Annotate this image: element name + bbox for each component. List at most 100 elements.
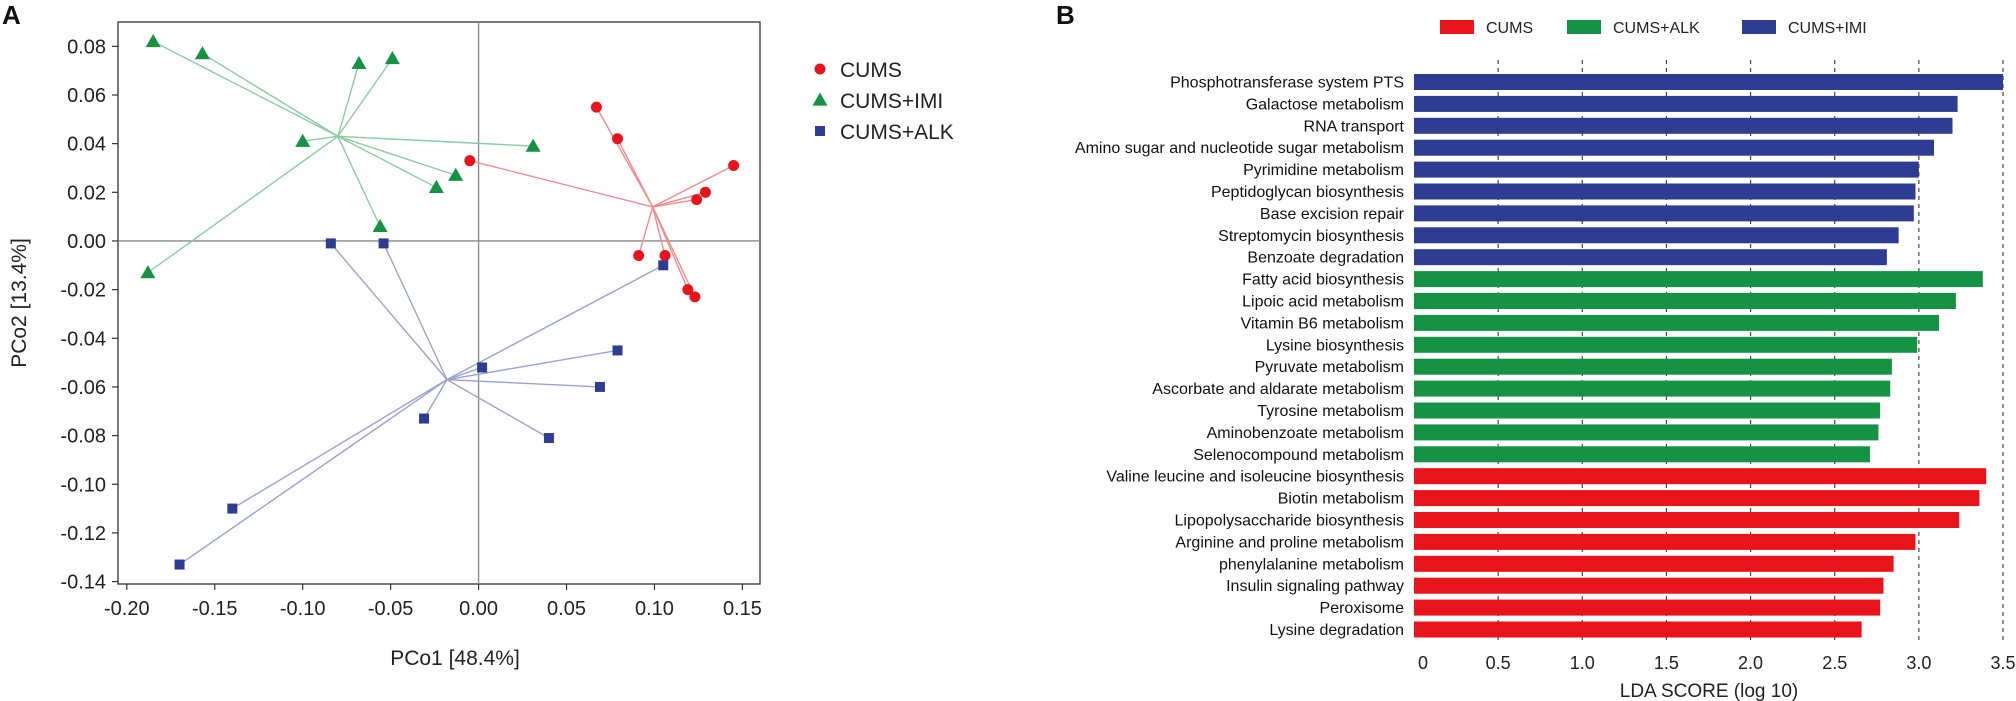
y-tick-label: -0.02 — [60, 280, 106, 302]
lda-bar — [1414, 446, 1871, 463]
scatter-point — [325, 238, 336, 249]
scatter-points — [140, 33, 740, 570]
lda-bar — [1414, 621, 1862, 638]
lda-bar-label: RNA transport — [1304, 118, 1405, 135]
legend-marker — [815, 126, 825, 136]
lda-panel: B CUMS CUMS+ALK CUMS+IMI Phosphotransferas… — [1056, 0, 2016, 701]
scatter-point — [689, 291, 701, 303]
centroid-spoke — [616, 138, 654, 208]
scatter-point — [699, 186, 711, 198]
centroid-spoke — [337, 135, 456, 176]
y-axis-label: PCo2 [13.4%] — [8, 238, 31, 368]
x-tick-label: 0.15 — [723, 598, 762, 620]
lda-bar-label: Pyrimidine metabolism — [1243, 162, 1404, 179]
scatter-point — [419, 413, 430, 424]
centroid-spoke — [446, 349, 618, 381]
lda-bar — [1414, 314, 1940, 331]
lda-bar-label: Biotin metabolism — [1278, 491, 1404, 508]
legend-label: CUMS+IMI — [840, 90, 943, 113]
scatter-point — [525, 138, 541, 152]
y-tick-label: 0.00 — [67, 231, 106, 253]
centroid-spoke — [202, 53, 339, 137]
lda-bar — [1414, 161, 1919, 178]
x-tick-label: -0.20 — [104, 598, 150, 620]
lda-legend-swatch — [1440, 20, 1474, 34]
lda-bar — [1414, 490, 1980, 507]
y-tick-label: 0.08 — [67, 36, 106, 58]
lda-bar — [1414, 205, 1914, 222]
scatter-point — [659, 250, 671, 262]
lda-bar — [1414, 271, 1983, 288]
legend-marker — [814, 63, 826, 75]
pcoa-panel: A -0.20 -0.15 -0.10 -0.05 0.00 0.05 0.10 0.15 0… — [2, 0, 954, 670]
centroid-spoke — [337, 58, 393, 137]
centroid-spoke — [637, 206, 654, 256]
lda-bar-label: Selenocompound metabolism — [1193, 447, 1404, 464]
lda-bar — [1414, 402, 1881, 419]
scatter-point — [145, 33, 161, 48]
centroid-spoke — [423, 379, 448, 419]
y-tick-label: 0.06 — [67, 85, 106, 107]
y-tick-label: 0.02 — [67, 182, 106, 204]
scatter-point — [227, 503, 238, 514]
lda-legend-label: CUMS+ALK — [1613, 20, 1700, 37]
lda-bar — [1414, 380, 1891, 397]
scatter-point — [658, 260, 669, 271]
panel-letter-b: B — [1056, 0, 1075, 30]
centroid-spoke — [469, 159, 653, 208]
centroid-spoke — [179, 379, 448, 566]
lda-bar-label: Tyrosine metabolism — [1257, 403, 1404, 420]
scatter-point — [351, 55, 367, 69]
lda-bar-label: Insulin signaling pathway — [1226, 578, 1404, 595]
lda-bar — [1414, 599, 1881, 616]
centroid-spoke — [652, 198, 697, 208]
lda-bar-label: Lipoic acid metabolism — [1242, 294, 1404, 311]
scatter-point — [543, 433, 554, 444]
centroid-spoke — [337, 135, 437, 189]
panel-letter-a: A — [2, 0, 21, 30]
y-tick-label: 0.04 — [67, 134, 106, 156]
lda-bar-label: Lysine degradation — [1269, 622, 1404, 639]
scatter-point — [295, 133, 311, 147]
centroid-spoke — [152, 40, 339, 137]
centroid-spoke — [652, 164, 734, 208]
centroid-spoke — [446, 378, 600, 388]
legend-marker — [812, 92, 828, 106]
y-tick-label: -0.14 — [60, 572, 106, 594]
lda-bar — [1414, 74, 2003, 90]
x-tick-label: 0.10 — [635, 598, 674, 620]
scatter-point — [691, 194, 703, 206]
lda-bar — [1414, 139, 1935, 156]
y-tick-label: -0.10 — [60, 474, 106, 496]
lda-bar — [1414, 249, 1887, 266]
lda-x-axis-ticks: 0 0.5 1.0 1.5 2.0 2.5 3.0 3.5 — [1418, 653, 2016, 673]
x-axis-label: PCo1 [48.4%] — [390, 647, 520, 670]
lda-bar — [1414, 183, 1916, 200]
lda-legend-swatch — [1742, 20, 1776, 34]
lda-legend-swatch — [1567, 20, 1601, 34]
y-tick-label: -0.04 — [60, 328, 106, 350]
legend-label: CUMS+ALK — [840, 121, 954, 144]
centroid-spoke — [382, 243, 448, 380]
lda-x-tick-label: 2.5 — [1822, 653, 1847, 673]
lda-bar-label: Lysine biosynthesis — [1266, 337, 1404, 354]
scatter-point — [428, 179, 444, 194]
scatter-point — [384, 50, 400, 65]
lda-legend-label: CUMS+IMI — [1788, 20, 1867, 37]
lda-bars — [1414, 74, 2003, 638]
lda-bar — [1414, 95, 1958, 112]
x-tick-label: -0.15 — [192, 598, 238, 620]
y-tick-label: -0.12 — [60, 523, 106, 545]
lda-bar — [1414, 577, 1884, 594]
lda-legend-label: CUMS — [1486, 20, 1533, 37]
scatter-point — [682, 284, 694, 296]
y-tick-label: -0.08 — [60, 426, 106, 448]
x-tick-label: 0.05 — [547, 598, 586, 620]
scatter-point — [590, 101, 602, 113]
scatter-point — [174, 559, 185, 570]
scatter-point — [372, 218, 388, 232]
lda-bar-labels: Phosphotransferase system PTS Galactose m… — [1075, 75, 1405, 640]
centroid-spoke — [652, 206, 666, 256]
x-tick-label: -0.10 — [280, 598, 326, 620]
